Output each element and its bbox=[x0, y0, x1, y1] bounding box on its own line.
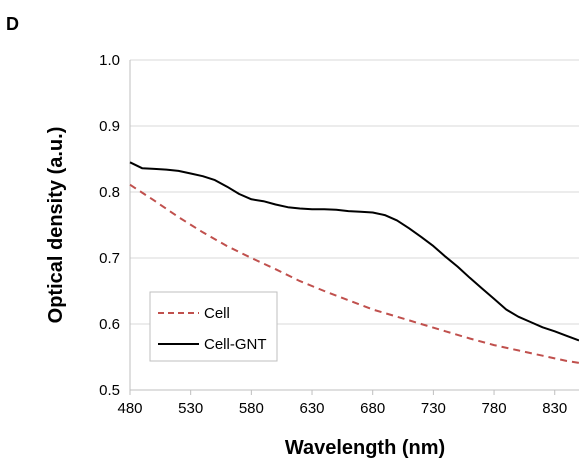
y-tick-labels: 0.5 0.6 0.7 0.8 0.9 1.0 bbox=[99, 52, 120, 399]
gridlines bbox=[130, 59, 579, 325]
x-tick-label: 830 bbox=[542, 400, 567, 417]
x-tick-labels: 480 530 580 630 680 730 780 830 bbox=[117, 400, 567, 417]
series-line-cell-gnt bbox=[129, 161, 579, 342]
x-tick-label: 680 bbox=[360, 400, 385, 417]
series-lines bbox=[129, 161, 579, 364]
x-tick-label: 630 bbox=[300, 400, 325, 417]
legend-label-cell: Cell bbox=[204, 305, 230, 322]
series-line-cell bbox=[129, 183, 579, 364]
x-axis-title: Wavelength (nm) bbox=[285, 437, 445, 459]
legend-label-cell-gnt: Cell-GNT bbox=[204, 336, 267, 353]
y-tick-label: 1.0 bbox=[99, 52, 120, 69]
x-tick-label: 530 bbox=[178, 400, 203, 417]
legend-box bbox=[149, 291, 278, 362]
y-axis-title: Optical density (a.u.) bbox=[45, 127, 67, 324]
x-tick-label: 580 bbox=[239, 400, 264, 417]
y-tick-label: 0.5 bbox=[99, 382, 120, 399]
panel-label: D bbox=[6, 14, 19, 34]
legend: Cell Cell-GNT bbox=[149, 291, 278, 362]
x-tick-label: 730 bbox=[421, 400, 446, 417]
y-tick-label: 0.6 bbox=[99, 316, 120, 333]
y-tick-label: 0.7 bbox=[99, 250, 120, 267]
x-tick-label: 480 bbox=[117, 400, 142, 417]
axes bbox=[129, 60, 579, 395]
y-tick-label: 0.8 bbox=[99, 184, 120, 201]
x-tick-label: 780 bbox=[482, 400, 507, 417]
y-tick-label: 0.9 bbox=[99, 118, 120, 135]
